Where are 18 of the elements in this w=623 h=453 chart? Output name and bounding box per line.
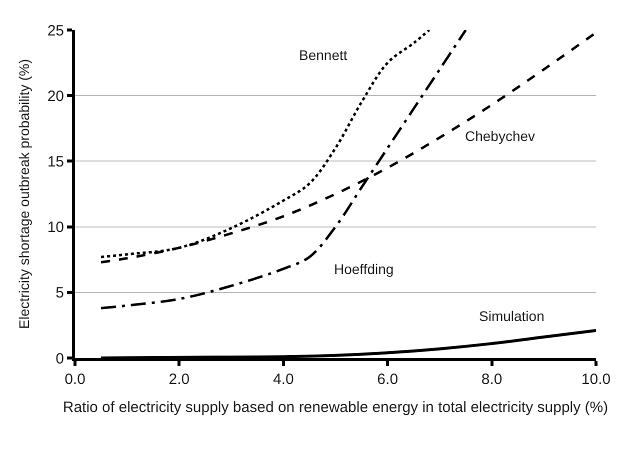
x-tick-label: 0.0 [64, 371, 86, 388]
x-tick-label: 6.0 [377, 371, 398, 388]
series-label: Simulation [479, 308, 544, 324]
y-tick-label: 5 [56, 284, 64, 302]
series-label: Hoeffding [334, 261, 394, 277]
y-tick-label: 20 [47, 88, 64, 105]
y-tick-label: 25 [47, 22, 64, 40]
x-axis-title: Ratio of electricity supply based on renewable energy in total electricity supply (%) [62, 399, 608, 416]
y-tick-label: 15 [47, 153, 64, 170]
y-tick-label: 10 [47, 219, 64, 236]
y-axis-title: Electricity shortage outbreak probability (%) [16, 58, 32, 330]
x-tick-label: 4.0 [272, 371, 294, 388]
x-tick-label: 8.0 [481, 371, 502, 388]
series-label: Chebychev [465, 128, 536, 144]
x-tick-label: 10.0 [581, 371, 611, 388]
y-tick-label: 0 [56, 350, 64, 368]
text: Bennett [299, 47, 348, 63]
x-tick-label: 2.0 [168, 371, 190, 388]
